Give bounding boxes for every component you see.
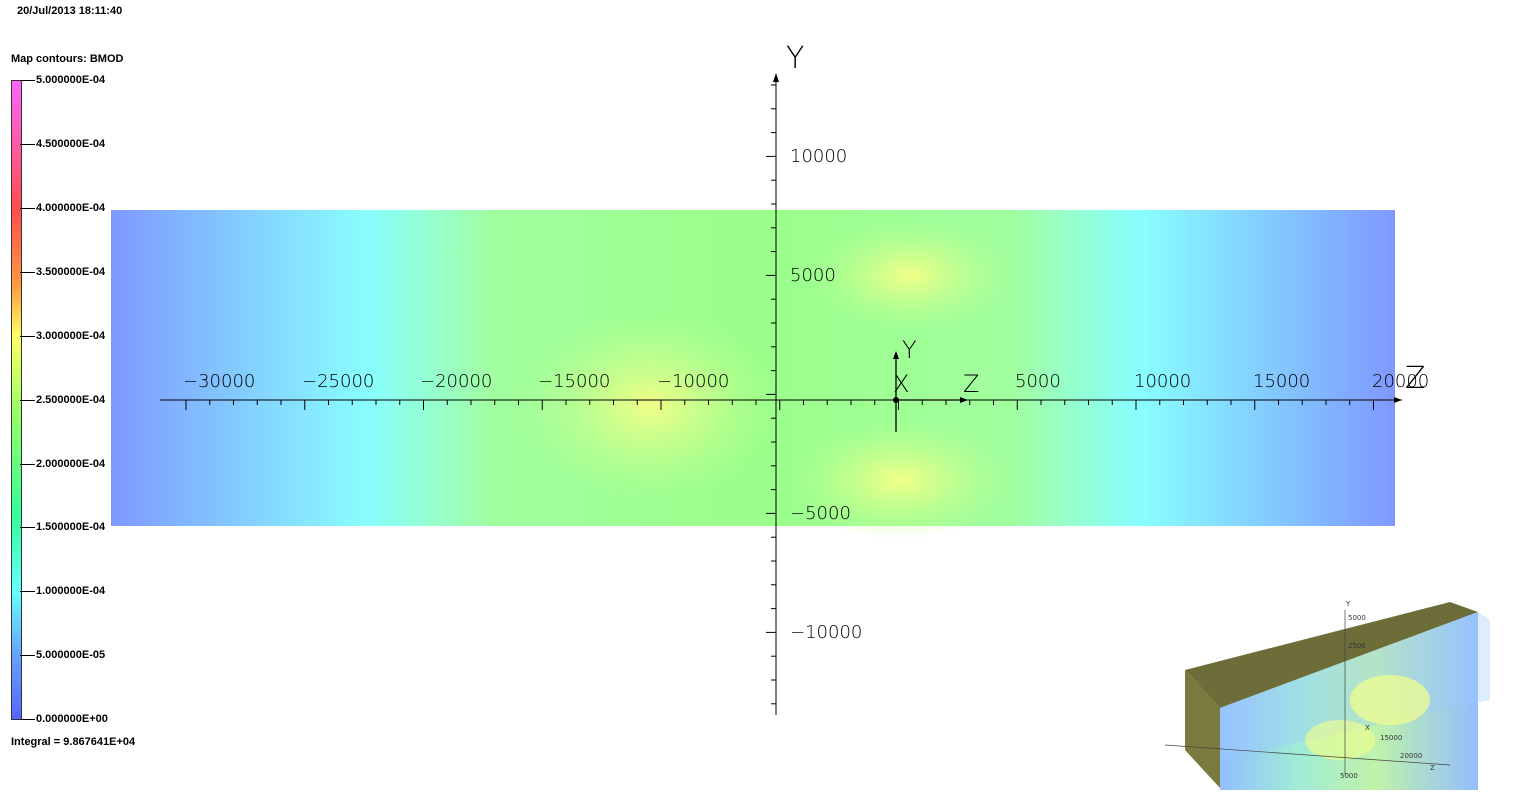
legend-label-10: 0.000000E+00 xyxy=(20,713,108,725)
origin-y-label: Y xyxy=(902,336,917,364)
inset-high-field xyxy=(1305,720,1375,760)
origin-x-label: X xyxy=(893,370,909,398)
legend-label-3: 3.500000E-04 xyxy=(20,266,105,278)
field-plane xyxy=(1220,612,1478,790)
legend-label-7: 1.500000E-04 xyxy=(20,521,105,533)
integral-value: Integral = 9.867641E+04 xyxy=(11,736,136,748)
inset-label: 5000 xyxy=(1340,772,1358,780)
axis-arrow xyxy=(773,73,779,82)
legend-label-2: 4.000000E-04 xyxy=(20,202,105,214)
inset-high-field xyxy=(1350,675,1430,725)
high-field-region xyxy=(520,310,780,500)
legend-label-0: 5.000000E-04 xyxy=(20,74,105,86)
inset-label: 2500 xyxy=(1348,642,1366,650)
inset-label: 20000 xyxy=(1400,752,1422,760)
x-tick-label: −15000 xyxy=(538,371,610,392)
inset-label: X xyxy=(1365,724,1370,732)
y-axis-label: Y xyxy=(786,41,804,76)
x-tick-label: −30000 xyxy=(183,371,255,392)
origin-triad: Y X Z xyxy=(893,336,979,432)
inset-label: Y xyxy=(1345,600,1351,608)
inset-label: Z xyxy=(1430,764,1435,772)
legend-label-6: 2.000000E-04 xyxy=(20,458,105,470)
x-tick-label: 10000 xyxy=(1134,371,1191,392)
y-tick-label: −10000 xyxy=(790,622,862,643)
y-tick-label: 5000 xyxy=(790,265,836,286)
x-tick-label: 20000 xyxy=(1372,371,1429,392)
x-tick-label: 15000 xyxy=(1253,371,1310,392)
y-tick-label: −5000 xyxy=(790,503,851,524)
inset-label: 5000 xyxy=(1348,614,1366,622)
legend-title: Map contours: BMOD xyxy=(11,53,124,65)
x-tick-label: −10000 xyxy=(657,371,729,392)
x-tick-label: 5000 xyxy=(1015,371,1061,392)
legend-label-5: 2.500000E-04 xyxy=(20,394,105,406)
inset-3d-view[interactable]: Y 5000 2500 Z X 15000 20000 5000 xyxy=(1160,600,1500,790)
x-tick-label: −25000 xyxy=(302,371,374,392)
timestamp: 20/Jul/2013 18:11:40 xyxy=(17,5,123,17)
legend-label-4: 3.000000E-04 xyxy=(20,330,105,342)
legend-label-1: 4.500000E-04 xyxy=(20,138,105,150)
field-plane-back xyxy=(1220,612,1490,760)
box-side-face xyxy=(1185,670,1220,788)
high-field-region xyxy=(790,420,1010,540)
y-tick-label: 10000 xyxy=(790,146,847,167)
z-axis-label: Z xyxy=(1405,361,1426,396)
inset-label: 15000 xyxy=(1380,734,1402,742)
inset-axis xyxy=(1164,744,1451,766)
horizontal-ticks xyxy=(185,400,1374,410)
axis-arrow xyxy=(1394,397,1402,403)
x-tick-label: −20000 xyxy=(420,371,492,392)
box-top-face xyxy=(1185,602,1478,708)
legend-label-8: 1.000000E-04 xyxy=(20,585,105,597)
high-field-region xyxy=(810,220,1010,330)
vertical-ticks xyxy=(766,84,776,705)
origin-z-label: Z xyxy=(963,370,979,398)
legend-label-9: 5.000000E-05 xyxy=(20,649,105,661)
